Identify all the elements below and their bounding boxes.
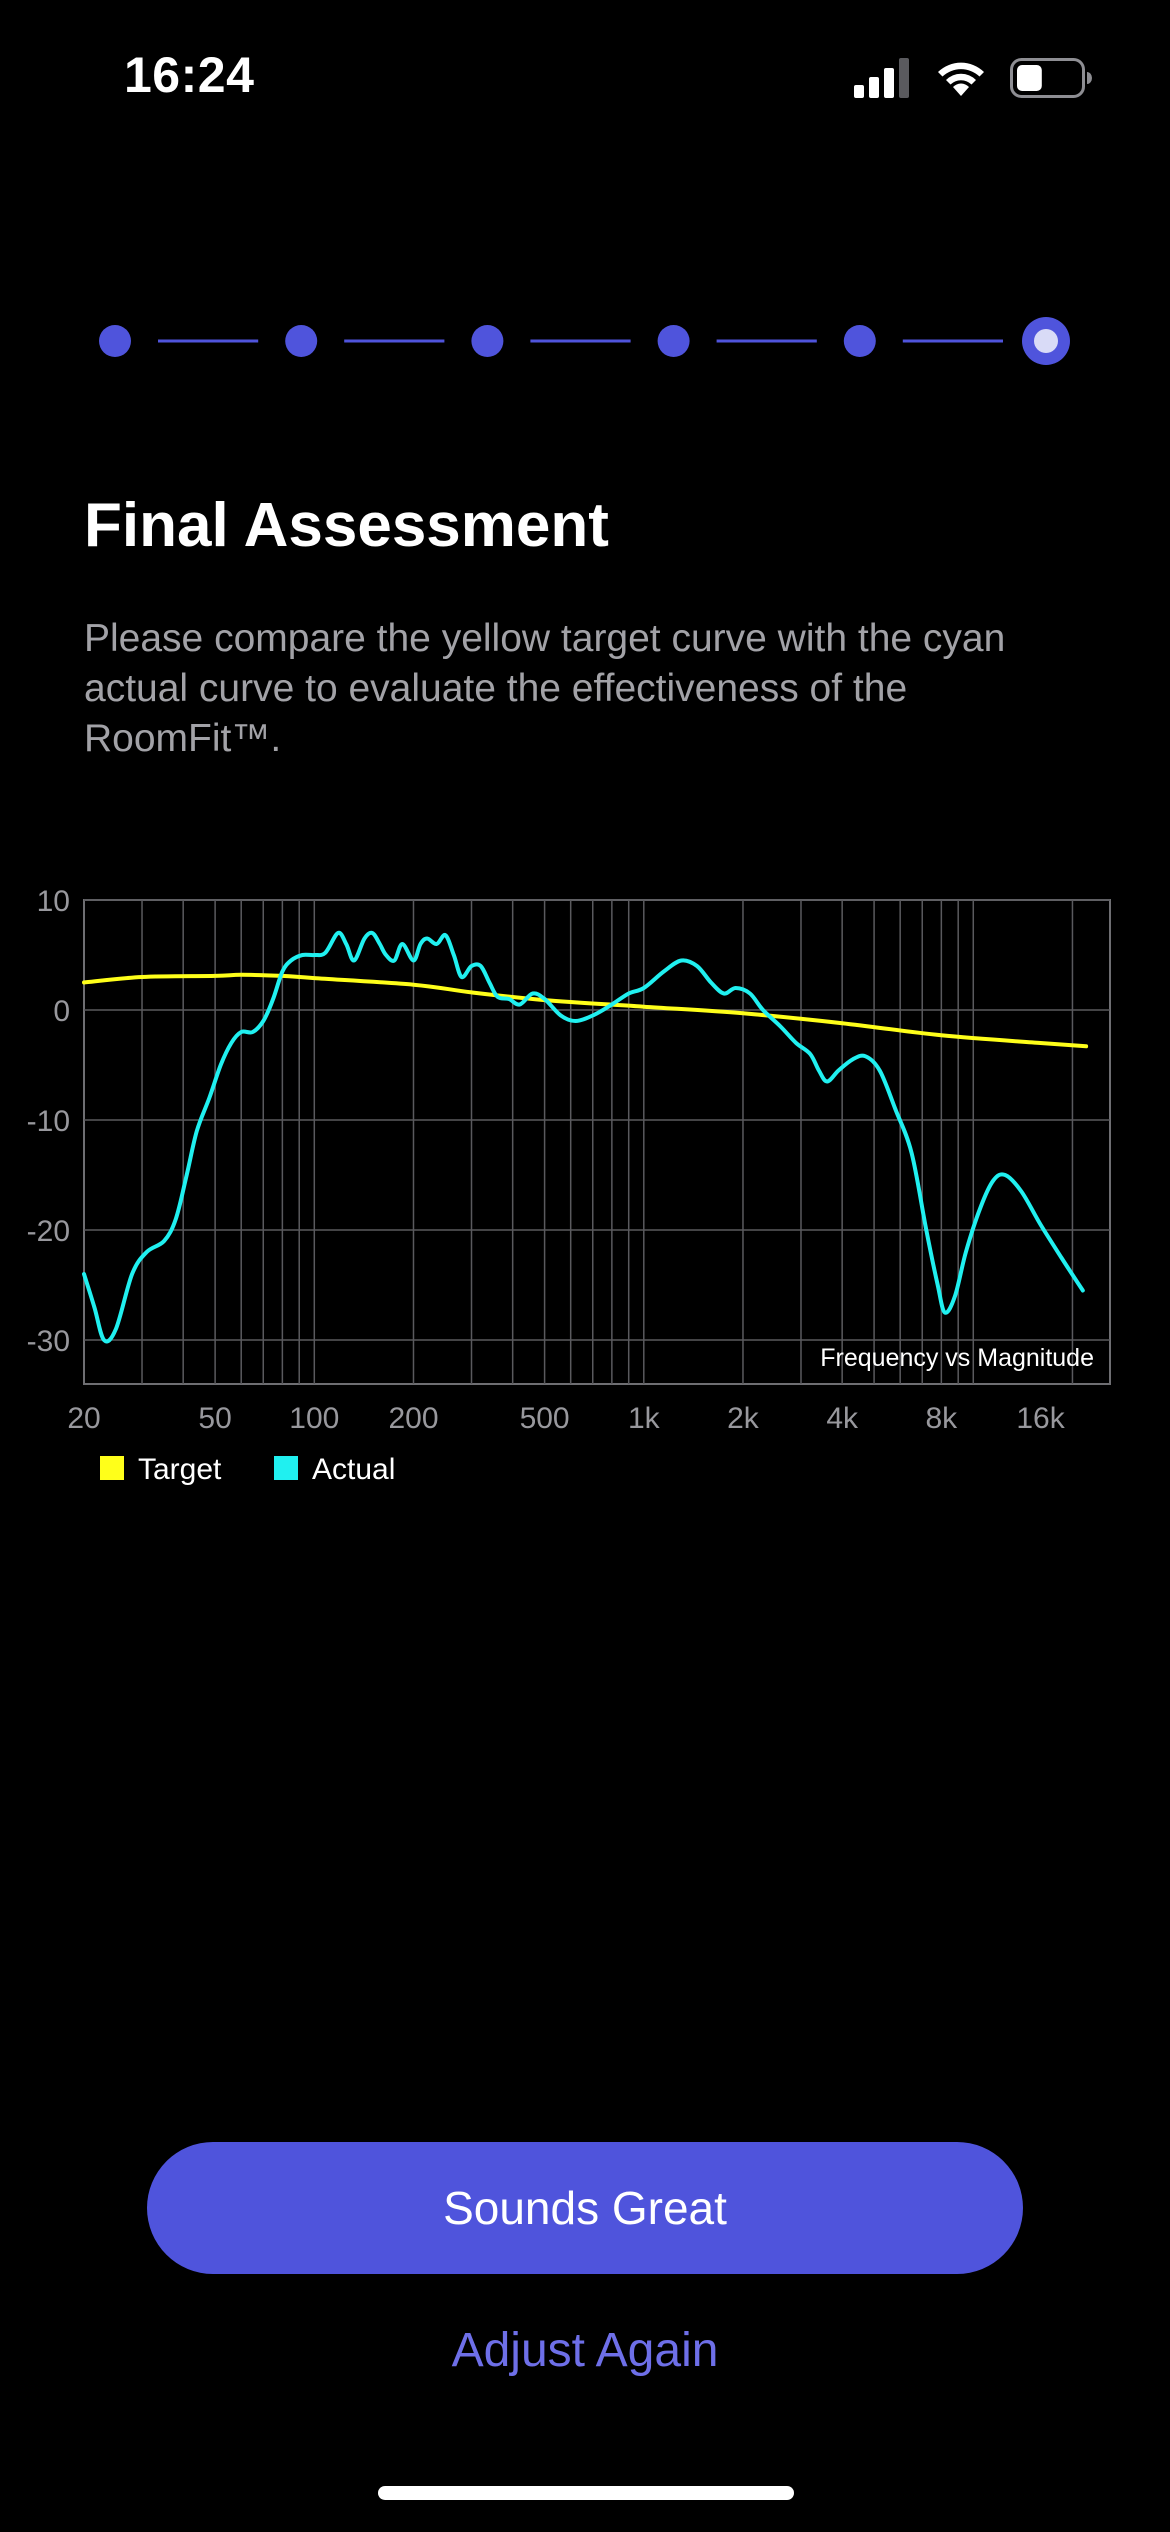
cellular-signal-icon xyxy=(854,58,909,98)
stepper-step-completed xyxy=(657,325,690,357)
y-tick-label: -30 xyxy=(27,1325,70,1358)
stepper-step-completed xyxy=(471,325,504,357)
wifi-icon xyxy=(938,62,984,96)
x-tick-label: 16k xyxy=(1016,1402,1065,1435)
progress-stepper xyxy=(99,317,1070,365)
x-tick-label: 4k xyxy=(826,1402,859,1435)
y-tick-label: -20 xyxy=(27,1215,70,1248)
stepper-step-completed xyxy=(285,325,318,357)
plot-frame xyxy=(83,899,1111,1385)
series-line-actual xyxy=(82,930,1085,1344)
status-bar: 16:24 xyxy=(0,0,1170,150)
y-tick-label: -10 xyxy=(27,1105,70,1138)
sounds-great-button[interactable]: Sounds Great xyxy=(147,2142,1023,2274)
legend-swatch xyxy=(100,1456,124,1480)
chart-legend: Target Actual xyxy=(100,1453,395,1486)
legend-item-actual: Actual xyxy=(274,1453,395,1486)
x-tick-label: 200 xyxy=(388,1402,438,1435)
legend-label: Target xyxy=(138,1453,222,1486)
battery-icon xyxy=(1010,58,1092,98)
adjust-again-button[interactable]: Adjust Again xyxy=(335,2310,835,2390)
chart-title: Frequency vs Magnitude xyxy=(820,1344,1094,1372)
status-time: 16:24 xyxy=(124,47,255,103)
status-icons xyxy=(854,56,1092,100)
x-tick-label: 100 xyxy=(289,1402,339,1435)
legend-item-target: Target xyxy=(100,1453,222,1486)
x-tick-label: 20 xyxy=(67,1402,100,1435)
stepper-step-current xyxy=(1022,317,1070,365)
x-tick-label: 50 xyxy=(198,1402,231,1435)
chart-grid xyxy=(83,899,1111,1385)
page-description: Please compare the yellow target curve w… xyxy=(84,617,1006,760)
y-tick-label: 0 xyxy=(53,995,70,1028)
legend-label: Actual xyxy=(312,1453,395,1486)
legend-swatch xyxy=(274,1456,298,1480)
x-tick-label: 8k xyxy=(925,1402,958,1435)
y-tick-label: 10 xyxy=(37,885,70,918)
x-tick-label: 2k xyxy=(727,1402,760,1435)
page-title: Final Assessment xyxy=(84,491,609,560)
stepper-step-completed xyxy=(99,325,131,357)
stepper-step-completed xyxy=(843,325,876,357)
x-tick-label: 1k xyxy=(628,1402,661,1435)
home-indicator xyxy=(378,2486,794,2500)
x-tick-label: 500 xyxy=(520,1402,570,1435)
